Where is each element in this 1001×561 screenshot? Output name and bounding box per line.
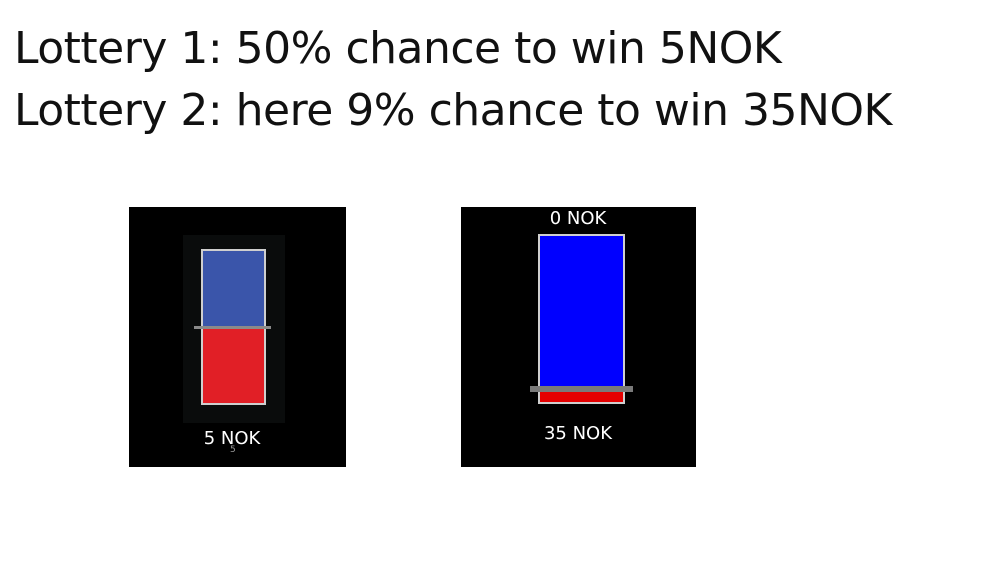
- lottery-2-win-bar: [538, 389, 625, 404]
- lottery-1-divider: [194, 326, 271, 329]
- lottery-1-description: Lottery 1: 50% chance to win 5NOK: [14, 23, 782, 74]
- lottery-2-prize-label: 35 NOK: [543, 423, 613, 444]
- lottery-1-small-mark: 5: [230, 445, 236, 455]
- lottery-2-divider: [530, 386, 633, 392]
- lottery-2-lose-bar: [538, 234, 625, 389]
- lottery-1-lose-bar: [201, 249, 266, 327]
- lottery-2-panel: 0 NOK 35 NOK: [461, 207, 696, 467]
- lottery-2-top-label: 0 NOK: [549, 208, 607, 229]
- lottery-2-description: Lottery 2: here 9% chance to win 35NOK: [14, 85, 892, 136]
- lottery-1-prize-label: 5 NOK: [203, 428, 261, 449]
- lottery-1-win-bar: [201, 327, 266, 405]
- lottery-1-panel: 5 NOK 5: [129, 207, 346, 467]
